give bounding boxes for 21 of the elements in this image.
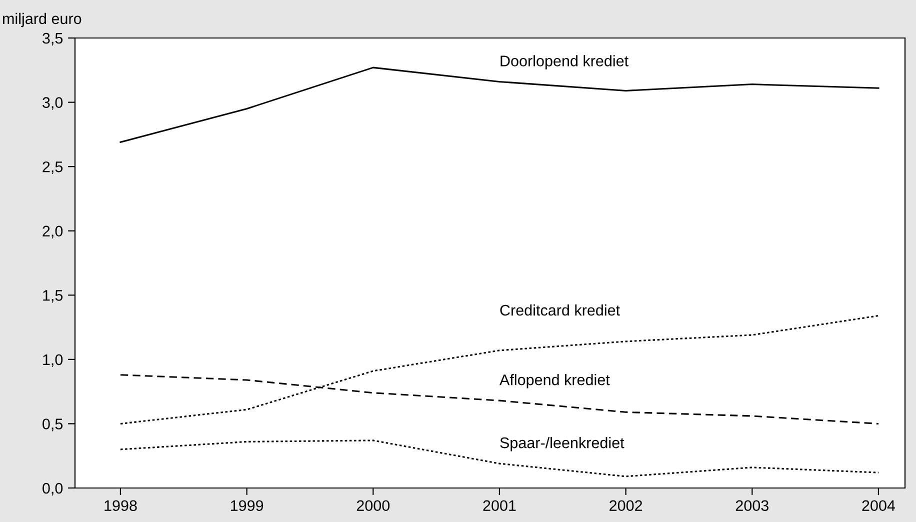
x-tick-label: 2001 <box>483 500 516 512</box>
y-tick-label: 1,5 <box>43 290 63 303</box>
y-tick-label: 2,5 <box>42 161 63 174</box>
series-label: Creditcard krediet <box>500 304 620 316</box>
y-tick-label: 3,0 <box>42 97 63 110</box>
y-tick-label: 3,5 <box>42 32 63 46</box>
x-tick-label: 2002 <box>610 500 642 512</box>
line-series <box>120 314 880 424</box>
x-tick-label: 2004 <box>862 500 896 512</box>
x-tick-label: 2000 <box>356 500 390 512</box>
series-label: Spaar-/leenkrediet <box>500 437 624 452</box>
x-tick-label: 2003 <box>736 500 768 512</box>
y-tick-label: 1,0 <box>43 354 63 367</box>
y-tick-label: 0,0 <box>42 482 63 496</box>
series-label: Doorlopend krediet <box>500 55 628 70</box>
y-tick-label: 2,0 <box>42 226 63 238</box>
x-tick-label: 1998 <box>104 500 137 512</box>
x-tick-label: 1999 <box>230 500 264 512</box>
y-tick-label: 0,5 <box>42 418 63 432</box>
y-axis-title: miljard euro <box>3 12 82 28</box>
series-label: Aflopend krediet <box>500 374 610 388</box>
